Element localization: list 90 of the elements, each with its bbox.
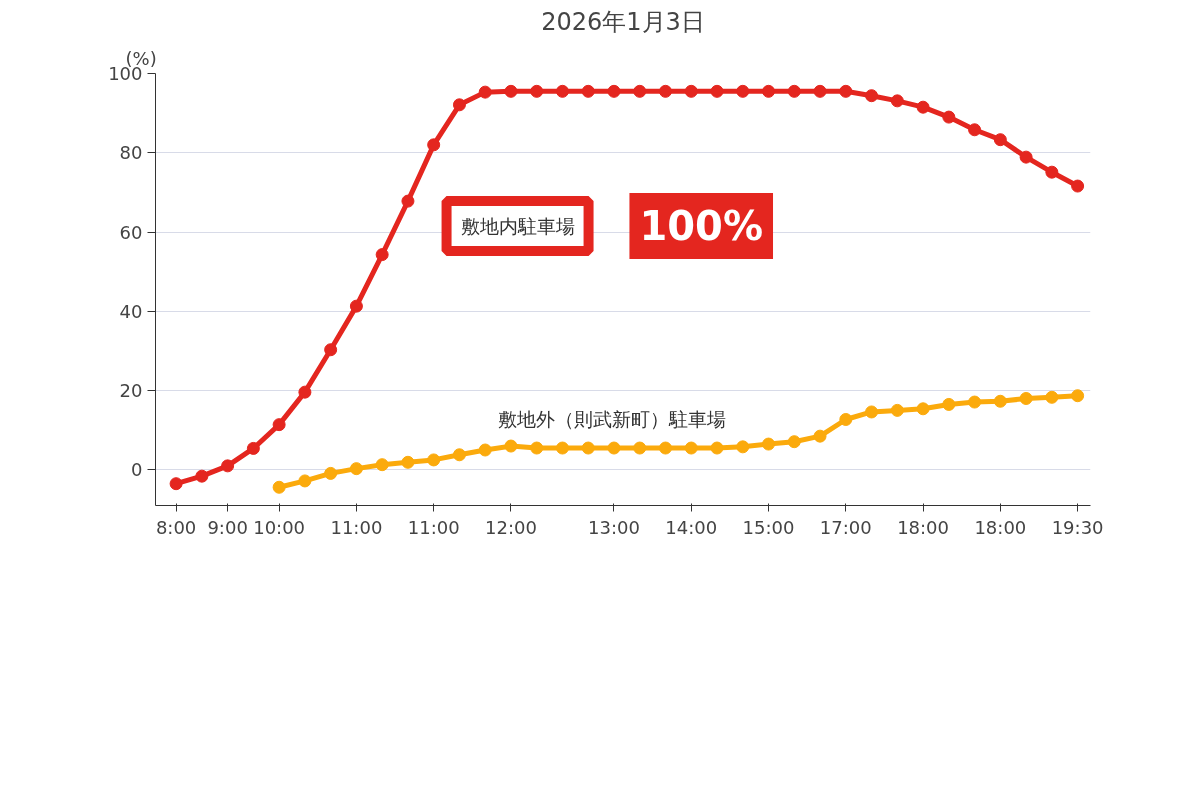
point bbox=[1071, 389, 1085, 403]
point bbox=[633, 84, 647, 98]
point bbox=[736, 84, 750, 98]
x-tick-label: 8:00 bbox=[155, 516, 197, 538]
point bbox=[349, 462, 363, 476]
point bbox=[581, 441, 595, 455]
point bbox=[1071, 179, 1085, 193]
point bbox=[452, 98, 466, 112]
x-tick-label: 14:00 bbox=[665, 516, 718, 538]
point bbox=[710, 441, 724, 455]
point bbox=[993, 394, 1007, 408]
point bbox=[890, 403, 904, 417]
y-tick-label: 40 bbox=[119, 300, 143, 322]
y-tick-label: 0 bbox=[131, 459, 143, 481]
point bbox=[993, 133, 1007, 147]
point bbox=[736, 440, 750, 454]
annotation: 100% bbox=[639, 203, 764, 250]
point bbox=[195, 469, 209, 483]
point bbox=[427, 138, 441, 152]
x-tick-label: 11:00 bbox=[330, 516, 383, 538]
point bbox=[169, 477, 183, 491]
point bbox=[710, 84, 724, 98]
x-tick-label: 15:00 bbox=[742, 516, 795, 538]
point bbox=[659, 441, 672, 455]
point bbox=[555, 441, 569, 455]
point bbox=[762, 437, 776, 451]
point bbox=[890, 94, 904, 108]
point bbox=[298, 474, 312, 488]
point bbox=[968, 123, 982, 137]
point bbox=[942, 110, 956, 124]
point bbox=[684, 441, 698, 455]
point bbox=[968, 395, 982, 409]
point bbox=[633, 441, 647, 455]
point bbox=[427, 453, 441, 467]
point bbox=[401, 455, 415, 469]
point bbox=[555, 84, 569, 98]
y-tick-label: 20 bbox=[119, 380, 143, 402]
x-tick-label: 12:00 bbox=[485, 516, 537, 538]
x-tick-label: 18:00 bbox=[897, 516, 950, 538]
point bbox=[349, 299, 363, 313]
point bbox=[478, 85, 492, 99]
point bbox=[839, 84, 853, 98]
point bbox=[581, 84, 595, 98]
point bbox=[401, 194, 415, 208]
point bbox=[530, 441, 544, 455]
y-tick-label: 60 bbox=[119, 221, 143, 243]
x-tick-label: 13:00 bbox=[588, 516, 640, 538]
point bbox=[787, 84, 801, 98]
point bbox=[452, 448, 466, 462]
point bbox=[839, 413, 853, 426]
point bbox=[504, 84, 518, 98]
point bbox=[813, 429, 827, 443]
point bbox=[865, 405, 879, 419]
point bbox=[684, 84, 698, 98]
point bbox=[504, 439, 518, 453]
point bbox=[324, 343, 338, 357]
point bbox=[1019, 150, 1033, 164]
chart-title: 2026年1月3日 bbox=[541, 7, 705, 36]
point bbox=[659, 84, 672, 98]
x-tick-label: 9:00 bbox=[207, 516, 248, 538]
x-tick-label: 19:30 bbox=[1051, 516, 1104, 538]
point bbox=[942, 397, 956, 411]
point bbox=[246, 441, 260, 455]
x-tick-label: 18:00 bbox=[974, 516, 1027, 538]
point bbox=[221, 459, 235, 473]
point bbox=[530, 84, 544, 98]
point bbox=[607, 84, 621, 98]
point bbox=[813, 84, 827, 98]
point bbox=[916, 100, 930, 114]
point bbox=[762, 84, 776, 98]
point bbox=[1045, 165, 1059, 179]
point bbox=[1019, 392, 1033, 405]
point bbox=[375, 248, 389, 262]
point bbox=[916, 402, 930, 416]
point bbox=[607, 441, 621, 455]
x-tick-label: 10:00 bbox=[253, 516, 306, 538]
y-tick-label: 80 bbox=[119, 142, 143, 164]
x-tick-label: 17:00 bbox=[819, 516, 872, 538]
point bbox=[272, 418, 286, 432]
point bbox=[272, 480, 286, 494]
series-label: 敷地外（則武新町）駐車場 bbox=[498, 408, 727, 431]
x-tick-label: 11:00 bbox=[407, 516, 460, 538]
point bbox=[298, 385, 312, 399]
text: 敷地内駐車場 bbox=[460, 215, 575, 238]
point bbox=[478, 443, 492, 457]
point bbox=[324, 466, 338, 480]
point bbox=[787, 435, 801, 449]
point bbox=[1045, 390, 1059, 404]
point bbox=[865, 89, 879, 103]
point bbox=[375, 458, 389, 472]
